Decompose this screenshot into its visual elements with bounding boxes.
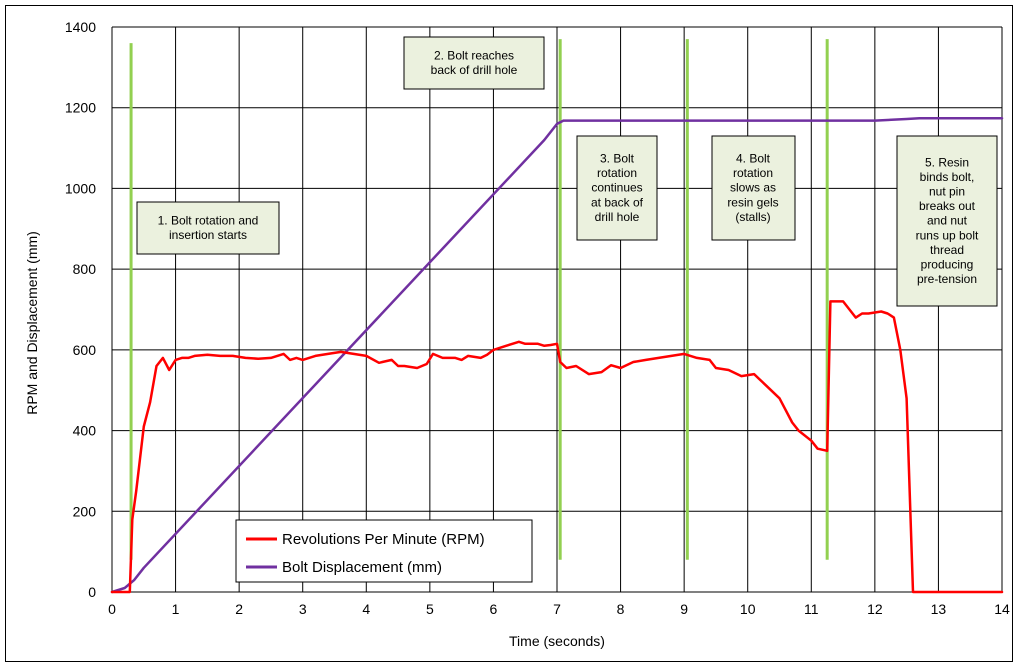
annotation-text-line: thread bbox=[930, 243, 964, 257]
annotation-text-line: breaks out bbox=[919, 199, 976, 213]
annotation-text-line: 3. Bolt bbox=[600, 152, 635, 166]
x-tick-label: 11 bbox=[804, 601, 819, 617]
annotation-text-line: rotation bbox=[597, 166, 637, 180]
x-tick-label: 4 bbox=[362, 601, 370, 617]
annotation-text-line: (stalls) bbox=[735, 210, 770, 224]
y-tick-label: 600 bbox=[73, 342, 97, 358]
y-tick-label: 0 bbox=[88, 584, 96, 600]
annotation-box-background bbox=[711, 135, 796, 241]
annotation-box-background bbox=[403, 36, 545, 90]
y-tick-label: 800 bbox=[73, 261, 97, 277]
x-tick-label: 8 bbox=[617, 601, 625, 617]
annotation-text-line: insertion starts bbox=[169, 228, 247, 242]
annotation-text-line: producing bbox=[921, 258, 974, 272]
ticks: 0 1 2 3 4 5 6 7 8 9 10 11 12 13 1402004006008001000120… bbox=[65, 19, 1010, 617]
y-tick-label: 200 bbox=[73, 503, 97, 519]
x-axis-title: Time (seconds) bbox=[509, 633, 605, 649]
displacement-series-line bbox=[110, 116, 1004, 594]
x-tick-label: 5 bbox=[426, 601, 434, 617]
rpm-series-line bbox=[110, 300, 1004, 594]
legend-box bbox=[235, 519, 533, 583]
annotation-text-line: at back of bbox=[591, 195, 644, 209]
x-tick-label: 1 bbox=[172, 601, 180, 617]
annotation-text-line: and nut bbox=[927, 214, 968, 228]
y-tick-label: 1200 bbox=[65, 100, 96, 116]
annotation-box-background bbox=[896, 135, 998, 307]
annotation-text-line: binds bolt, bbox=[920, 170, 975, 184]
y-tick-label: 1000 bbox=[65, 180, 96, 196]
legend: Revolutions Per Minute (RPM) Bolt Displac… bbox=[235, 519, 533, 583]
y-tick-label: 1400 bbox=[65, 19, 96, 35]
x-tick-label: 13 bbox=[931, 601, 947, 617]
stage-markers bbox=[129, 39, 829, 560]
x-tick-label: 6 bbox=[490, 601, 498, 617]
annotation-text-line: drill hole bbox=[595, 210, 640, 224]
legend-label-2: Bolt Displacement (mm) bbox=[282, 559, 442, 576]
legend-label-1: Revolutions Per Minute (RPM) bbox=[282, 531, 485, 548]
annotation-text-line: 5. Resin bbox=[925, 155, 969, 169]
annotation-text-line: 4. Bolt bbox=[736, 152, 771, 166]
y-tick-label: 400 bbox=[73, 423, 97, 439]
annotation-text-line: resin gels bbox=[727, 195, 778, 209]
x-tick-label: 0 bbox=[108, 601, 116, 617]
y-axis-title: RPM and Displacement (mm) bbox=[24, 231, 40, 415]
x-tick-label: 3 bbox=[299, 601, 307, 617]
annotation-text-line: continues bbox=[591, 181, 642, 195]
x-tick-label: 12 bbox=[867, 601, 883, 617]
annotation-text-line: slows as bbox=[730, 181, 776, 195]
x-tick-label: 2 bbox=[235, 601, 243, 617]
annotation-text-line: pre-tension bbox=[917, 272, 977, 286]
annotation-box-background bbox=[136, 201, 280, 255]
annotation-text-line: rotation bbox=[733, 166, 773, 180]
x-tick-label: 14 bbox=[994, 601, 1010, 617]
annotation-text-line: 1. Bolt rotation and bbox=[158, 213, 259, 227]
annotation-text-line: nut pin bbox=[929, 185, 965, 199]
x-tick-label: 10 bbox=[740, 601, 756, 617]
annotation-text-line: 2. Bolt reaches bbox=[434, 48, 514, 62]
grid bbox=[111, 26, 1003, 593]
x-tick-label: 9 bbox=[680, 601, 688, 617]
annotation-text-line: back of drill hole bbox=[431, 63, 518, 77]
series bbox=[110, 116, 1004, 594]
annotation-box-background bbox=[576, 135, 658, 241]
x-tick-label: 7 bbox=[553, 601, 561, 617]
annotation-text-line: runs up bolt bbox=[916, 228, 979, 242]
